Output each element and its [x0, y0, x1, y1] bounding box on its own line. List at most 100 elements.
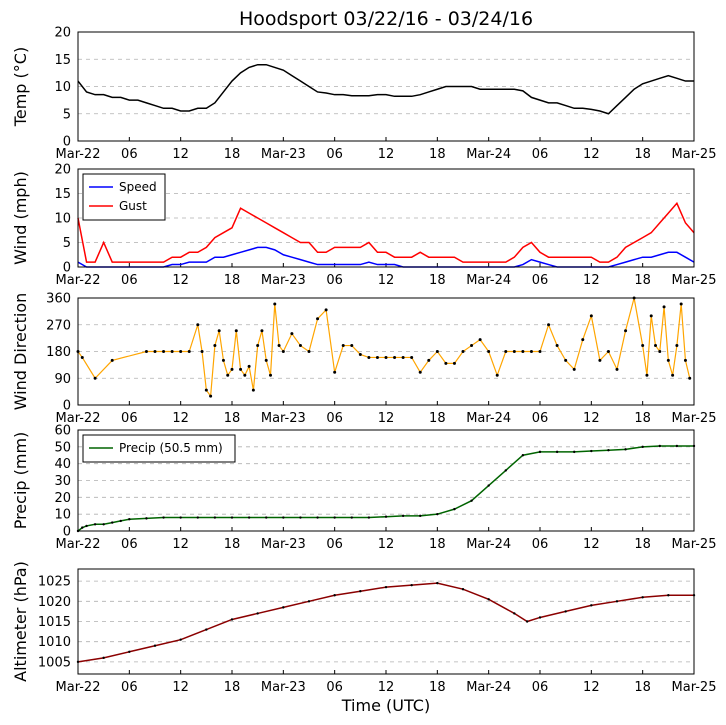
data-point [401, 355, 405, 359]
data-point [298, 344, 302, 348]
x-tick-label: 06 [121, 411, 138, 426]
y-tick-label: 40 [54, 457, 71, 472]
x-tick-label: 12 [172, 147, 189, 162]
data-point [170, 350, 174, 353]
x-tick-label: Mar-24 [466, 147, 511, 162]
y-tick-label: 20 [54, 491, 71, 506]
data-point [564, 358, 568, 362]
data-point [205, 628, 208, 631]
data-point [513, 612, 516, 615]
data-point [521, 454, 525, 457]
panel-direction: 0 90 180 270 360 Wind Direction Mar-22 06 12 18 Ma… [11, 292, 716, 427]
data-point [316, 516, 319, 519]
data-point [675, 444, 679, 448]
x-tick-label: 12 [583, 537, 600, 552]
x-tick-label: Mar-22 [56, 537, 101, 552]
data-point [410, 583, 413, 587]
x-tick-label: Mar-23 [261, 273, 306, 288]
data-point [624, 448, 627, 451]
data-point [504, 350, 508, 353]
data-point [435, 350, 439, 353]
data-point [239, 367, 243, 371]
data-point [265, 516, 268, 519]
data-point [384, 355, 388, 359]
y-tick-label: 90 [54, 372, 71, 387]
data-point [590, 449, 593, 453]
data-point [555, 344, 559, 348]
data-point [658, 444, 661, 448]
x-tick-label: Mar-23 [261, 680, 306, 695]
data-point [658, 350, 662, 353]
y-tick-label: 180 [46, 345, 71, 360]
y-tick-label: 0 [63, 261, 71, 276]
data-point [667, 594, 670, 597]
data-point [555, 450, 559, 454]
series-line-temp [77, 63, 694, 115]
data-point [538, 450, 542, 454]
series-line-altimeter [77, 582, 694, 663]
data-point [675, 344, 679, 348]
data-point [247, 364, 251, 368]
data-point [427, 358, 431, 362]
data-point [641, 344, 645, 348]
data-point [230, 367, 234, 371]
x-tick-label: 06 [532, 411, 549, 426]
x-tick-label: Mar-25 [672, 147, 717, 162]
data-point [179, 516, 182, 519]
data-point [145, 517, 148, 520]
data-point [662, 305, 666, 309]
y-tick-label: 15 [54, 187, 71, 202]
y-tick-label: 0 [63, 399, 71, 414]
x-tick-label: Mar-24 [466, 411, 511, 426]
x-tick-label: Mar-23 [261, 411, 306, 426]
x-tick-label: 18 [224, 411, 241, 426]
data-point [461, 587, 465, 591]
series-line-gust [77, 201, 695, 263]
data-point [573, 450, 576, 454]
x-tick-label: 12 [583, 680, 600, 695]
y-axis-label: Wind (mph) [11, 171, 30, 265]
data-point [324, 308, 328, 312]
x-tick-label: 06 [532, 147, 549, 162]
data-point [470, 499, 473, 502]
data-point [85, 524, 88, 528]
data-point [436, 581, 439, 585]
y-tick-label: 1015 [38, 615, 71, 630]
legend-box [82, 173, 166, 221]
x-tick-label: 18 [224, 147, 241, 162]
x-tick-label: 12 [378, 273, 395, 288]
y-axis-label: Altimeter (hPa) [11, 561, 30, 682]
data-point [81, 526, 84, 529]
data-point [504, 469, 507, 472]
x-tick-label: 12 [378, 537, 395, 552]
plot-frame [77, 297, 695, 406]
data-point [162, 516, 165, 519]
data-point [128, 518, 131, 521]
data-point [564, 610, 567, 613]
data-point [213, 344, 217, 348]
x-tick-label: Mar-25 [672, 411, 717, 426]
y-tick-label: 1005 [38, 655, 71, 670]
y-axis-label: Precip (mm) [11, 432, 30, 530]
data-point [269, 373, 272, 377]
data-point [80, 355, 84, 359]
data-point [538, 350, 542, 353]
data-point [495, 373, 499, 377]
y-tick-label: 10 [54, 212, 71, 227]
x-tick-label: 06 [532, 680, 549, 695]
x-tick-label: Mar-23 [261, 147, 306, 162]
data-point [384, 515, 388, 518]
data-point [350, 344, 354, 348]
y-tick-label: 270 [46, 318, 71, 333]
y-tick-label: 360 [46, 292, 71, 307]
x-tick-label: 18 [634, 273, 651, 288]
x-tick-label: Mar-24 [466, 680, 511, 695]
data-point [671, 373, 675, 377]
data-point [358, 352, 362, 356]
data-point [230, 516, 234, 519]
data-point [393, 355, 397, 359]
y-tick-label: 1010 [38, 635, 71, 650]
x-tick-label: 12 [378, 411, 395, 426]
data-point [281, 350, 285, 353]
data-point [264, 358, 268, 362]
